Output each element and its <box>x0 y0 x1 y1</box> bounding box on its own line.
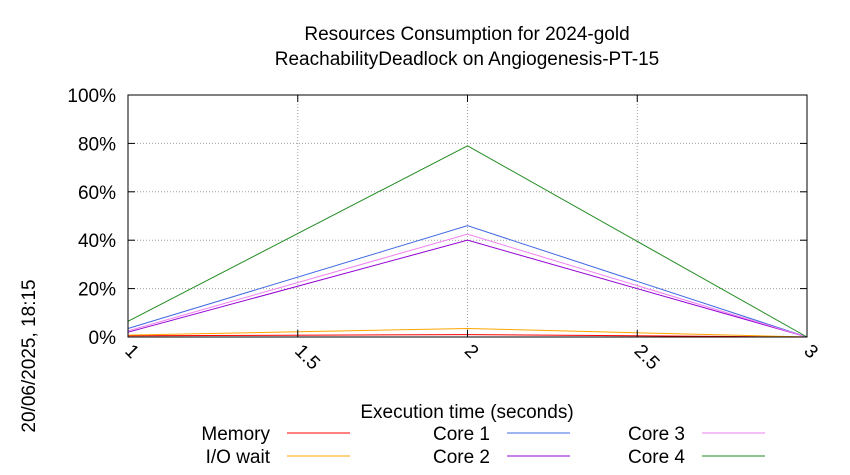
y-tick-label: 20% <box>78 280 116 301</box>
x-tick-label: 2.5 <box>630 341 664 375</box>
y-tick-label: 60% <box>78 183 116 204</box>
y-tick-label: 0% <box>89 328 117 349</box>
x-tick-label: 1.5 <box>290 341 324 375</box>
legend-label-core-4: Core 4 <box>628 447 685 468</box>
legend-label-memory: Memory <box>201 424 270 445</box>
legend-label-core-2: Core 2 <box>433 447 490 468</box>
timestamp-label: 20/06/2025, 18:15 <box>19 279 40 432</box>
series-line-core-2 <box>127 239 808 338</box>
legend-label-core-3: Core 3 <box>628 424 685 445</box>
chart-title-line-1: Resources Consumption for 2024-gold <box>304 24 629 45</box>
series-line-i-o-wait <box>127 327 808 338</box>
grid <box>128 95 807 337</box>
series-line-core-1 <box>127 225 808 338</box>
series-line-core-4 <box>127 145 808 338</box>
axes: 0% 20% 40% 60% 80% 100% 1 1.5 2 2.5 3 <box>67 86 821 374</box>
series-line-core-3 <box>127 233 808 338</box>
legend-label-i-o-wait: I/O wait <box>206 447 271 468</box>
x-tick-label: 1 <box>120 341 142 363</box>
legend-label-core-1: Core 1 <box>433 424 490 445</box>
chart-title-line-2: ReachabilityDeadlock on Angiogenesis-PT-… <box>275 49 659 70</box>
y-tick-label: 80% <box>78 134 116 155</box>
x-tick-label: 3 <box>799 341 821 363</box>
series-layer <box>127 145 808 338</box>
y-tick-label: 40% <box>78 231 116 252</box>
y-tick-label: 100% <box>67 86 116 107</box>
x-tick-label: 2 <box>460 341 482 363</box>
x-axis-label: Execution time (seconds) <box>360 402 573 423</box>
